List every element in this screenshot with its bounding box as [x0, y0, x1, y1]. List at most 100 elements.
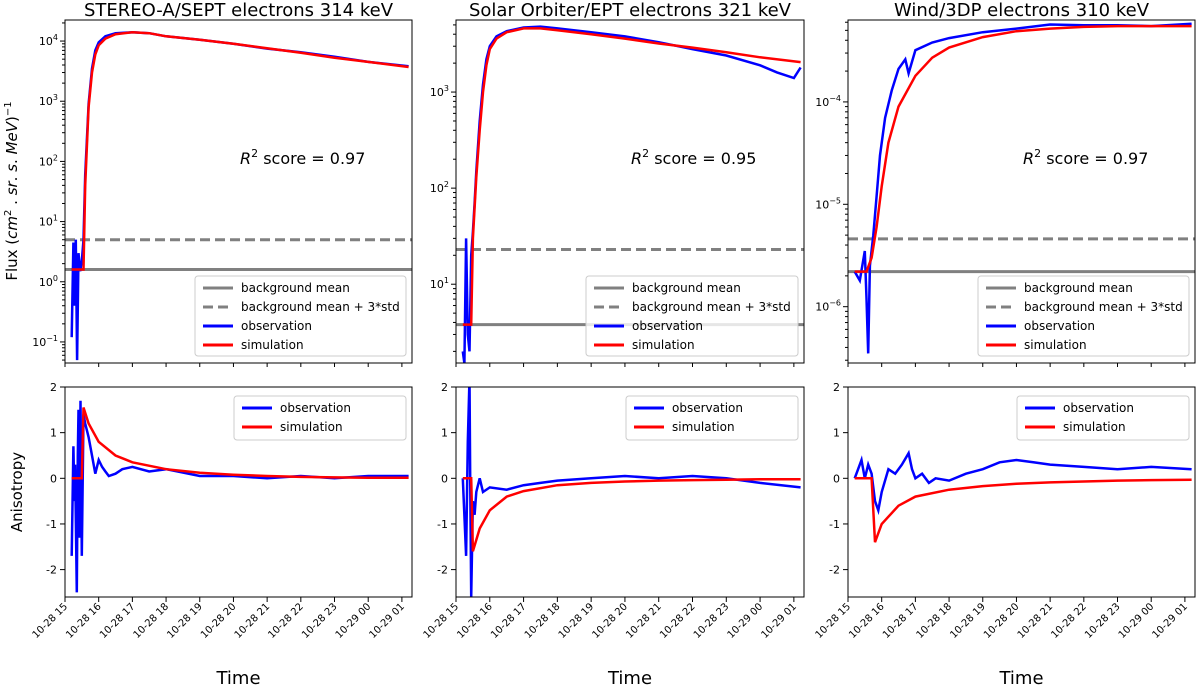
time-tick-label: 10-29 00: [334, 601, 374, 641]
time-tick-label: 10-28 21: [624, 601, 664, 641]
aniso-ytick-label: -1: [46, 518, 57, 531]
time-tick-label: 10-28 20: [199, 601, 239, 641]
legend-label: simulation: [632, 338, 695, 352]
aniso-simulation-series: [462, 477, 801, 552]
flux-ytick-base: 10: [430, 86, 444, 99]
flux-axes-frame: [455, 19, 805, 364]
flux-legend-box: [977, 275, 1190, 357]
time-tick-label: 10-28 20: [982, 601, 1022, 641]
x-axis-label: Time: [998, 668, 1043, 688]
flux-simulation-series: [854, 24, 1192, 273]
aniso-ytick-label: 0: [441, 472, 448, 485]
r2-annotation-wind: R2 score = 0.97: [1023, 147, 1148, 168]
time-tick-label: 10-28 17: [489, 601, 529, 641]
aniso-axes-frame: [455, 386, 805, 598]
panel-title-wind: Wind/3DP electrons 310 keV: [894, 0, 1150, 21]
flux-ytick-exp: −4: [829, 94, 841, 103]
r2-symbol: R: [1023, 149, 1034, 168]
legend-label: background mean: [632, 281, 741, 295]
time-tick-label: 10-28 18: [915, 601, 955, 641]
r2-annotation-solo: R2 score = 0.95: [631, 147, 756, 168]
flux-simulation-series: [462, 27, 801, 326]
time-tick-label: 10-28 21: [1016, 601, 1056, 641]
aniso-ytick-label: 0: [833, 472, 840, 485]
time-tick-label: 10-28 16: [64, 601, 104, 641]
legend-label: simulation: [1024, 338, 1087, 352]
flux-ytick-base: 10: [39, 216, 53, 229]
legend-label: observation: [1063, 401, 1134, 415]
time-tick-label: 10-28 19: [557, 601, 597, 641]
flux-legend-box: [194, 275, 407, 357]
flux-y-axis-label-part: ): [3, 116, 21, 122]
aniso-ytick-label: 2: [50, 381, 57, 394]
time-tick-label: 10-28 15: [422, 601, 462, 641]
aniso-y-axis-label: Anisotropy: [8, 452, 26, 532]
time-tick-label: 10-29 01: [1150, 601, 1190, 641]
r2-label: score =: [1041, 149, 1113, 168]
flux-ytick-exp: 3: [444, 84, 449, 93]
time-tick-label: 10-28 22: [266, 601, 306, 641]
r2-value: 0.95: [721, 149, 757, 168]
time-tick-label: 10-28 17: [98, 601, 138, 641]
x-axis-label: Time: [607, 668, 652, 688]
r2-symbol: R: [631, 149, 642, 168]
flux-ytick-exp: 1: [53, 214, 58, 223]
flux-simulation-series: [71, 31, 409, 271]
flux-ytick-base: 10: [815, 301, 829, 314]
aniso-ytick-label: 2: [441, 381, 448, 394]
legend-label: background mean + 3*std: [1024, 300, 1183, 314]
legend-label: observation: [1024, 319, 1095, 333]
r2-label: score =: [258, 149, 330, 168]
flux-ytick-base: 10: [430, 182, 444, 195]
flux-ytick-base: 10: [815, 198, 829, 211]
flux-ytick-exp: −1: [46, 334, 58, 343]
r2-value: 0.97: [330, 149, 366, 168]
time-tick-label: 10-28 20: [590, 601, 630, 641]
flux-y-axis-label-part: MeV: [3, 120, 21, 154]
time-tick-label: 10-29 01: [367, 601, 407, 641]
legend-label: background mean: [1024, 281, 1133, 295]
aniso-legend-box: [233, 395, 407, 441]
legend-label: observation: [672, 401, 743, 415]
legend-label: background mean + 3*std: [632, 300, 791, 314]
r2-value: 0.97: [1113, 149, 1149, 168]
legend-label: observation: [632, 319, 703, 333]
aniso-axes-frame: [64, 386, 413, 598]
flux-ytick-exp: −5: [829, 196, 841, 205]
legend-label: background mean + 3*std: [241, 300, 400, 314]
legend-label: simulation: [672, 420, 735, 434]
r2-exponent: 2: [642, 147, 649, 160]
flux-ytick-exp: 2: [53, 153, 58, 162]
time-tick-label: 10-28 19: [165, 601, 205, 641]
r2-exponent: 2: [251, 147, 258, 160]
flux-ytick-exp: 1: [444, 276, 449, 285]
flux-y-axis-label-part: .: [3, 172, 21, 182]
aniso-ytick-label: 0: [50, 472, 57, 485]
flux-ytick-label-solo: 103: [430, 84, 449, 99]
flux-ytick-label-wind: 10−5: [815, 196, 841, 211]
flux-ytick-base: 10: [39, 95, 53, 108]
flux-ytick-exp: 0: [53, 274, 58, 283]
time-tick-label: 10-28 18: [523, 601, 563, 641]
flux-y-axis-label-part: sr: [3, 180, 21, 195]
flux-y-axis-label: Flux (cm2 . sr. s. MeV)−1: [3, 101, 21, 280]
time-tick-label: 10-28 17: [881, 601, 921, 641]
flux-y-axis-label-part: 2: [3, 210, 14, 216]
r2-label: score =: [649, 149, 721, 168]
x-axis-label: Time: [215, 668, 260, 688]
aniso-axes-frame: [847, 386, 1196, 598]
flux-ytick-label-stereo: 102: [39, 153, 58, 168]
aniso-ytick-label: -1: [437, 518, 448, 531]
aniso-ytick-label: 2: [833, 381, 840, 394]
flux-y-axis-label-part: .: [3, 195, 21, 209]
aniso-observation-series: [70, 400, 409, 593]
flux-ytick-exp: 2: [444, 180, 449, 189]
panel-title-solo: Solar Orbiter/EPT electrons 321 keV: [469, 0, 792, 21]
r2-symbol: R: [240, 149, 251, 168]
flux-observation-series: [853, 22, 1192, 354]
aniso-ytick-label: -2: [46, 564, 57, 577]
flux-ytick-base: 10: [430, 278, 444, 291]
flux-ytick-base: 10: [39, 276, 53, 289]
flux-y-axis-label-part: .: [3, 154, 21, 164]
